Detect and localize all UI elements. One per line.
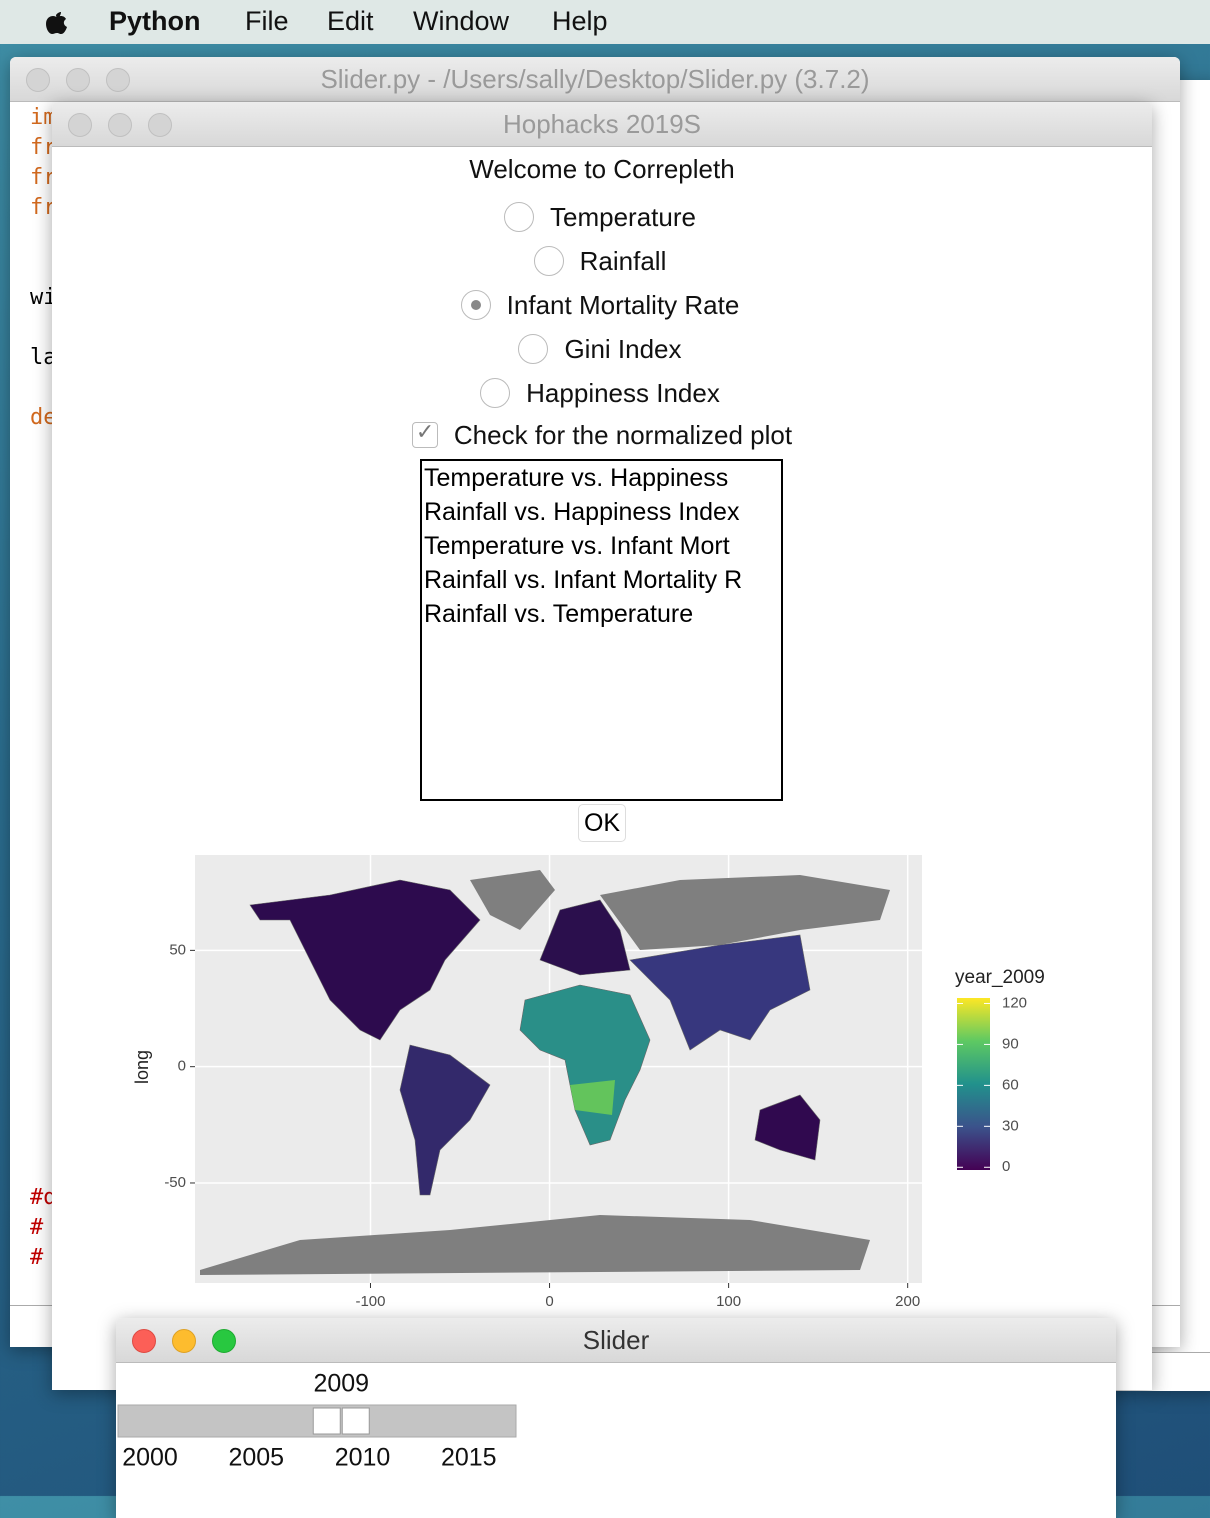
radio-label[interactable]: Happiness Index — [526, 377, 720, 408]
region — [570, 1080, 615, 1115]
region — [200, 1215, 870, 1275]
title-bar: Slider.py - /Users/sally/Desktop/Slider.… — [10, 57, 1180, 102]
title-bar: Hophacks 2019S — [52, 102, 1152, 147]
radio-circle[interactable] — [460, 290, 491, 320]
close-button[interactable] — [132, 1329, 156, 1353]
colorbar-label: 60 — [1002, 1076, 1019, 1093]
ok-button[interactable]: OK — [578, 804, 626, 842]
list-item[interactable]: Rainfall vs. Infant Mortality R — [424, 566, 743, 594]
slider-handle — [312, 1407, 341, 1435]
region — [470, 870, 555, 930]
checkmark: ✓ — [415, 419, 435, 444]
region — [629, 934, 811, 1051]
window-button[interactable] — [26, 68, 50, 92]
radio-button[interactable]: Rainfall — [52, 239, 1150, 283]
app-menu[interactable]: Python — [109, 6, 201, 36]
window-title: Slider — [582, 1325, 650, 1355]
radio-label[interactable]: Gini Index — [564, 333, 682, 364]
list-item[interactable]: Temperature vs. Happiness — [424, 464, 729, 492]
radio-button[interactable]: Gini Index — [52, 327, 1150, 371]
radio-label[interactable]: Temperature — [550, 201, 696, 232]
region — [249, 879, 481, 1041]
region — [600, 875, 890, 950]
window-button[interactable] — [68, 113, 92, 137]
radio-circle[interactable] — [504, 202, 535, 232]
checkbox-box[interactable]: ✓ — [411, 419, 438, 448]
window-button[interactable] — [108, 113, 132, 137]
menu-item[interactable]: Window — [413, 6, 510, 36]
window-button[interactable] — [106, 68, 130, 92]
list-item[interactable]: Rainfall vs. Happiness Index — [424, 498, 740, 526]
slider-tick-label: 2010 — [335, 1444, 391, 1472]
menu-item[interactable]: Edit — [327, 6, 374, 36]
window-title: Slider.py - /Users/sally/Desktop/Slider.… — [320, 64, 870, 94]
x-tick-label: 100 — [716, 1293, 741, 1310]
code-line: # — [30, 1215, 44, 1240]
checkbox-label[interactable]: Check for the normalized plot — [453, 419, 793, 450]
menu-item[interactable]: Help — [552, 6, 608, 36]
region — [539, 899, 631, 976]
y-axis-label: long — [132, 1050, 152, 1084]
heading: Welcome to Correpleth — [52, 147, 1152, 191]
colorbar-label: 30 — [1002, 1117, 1019, 1134]
x-tick-label: 200 — [895, 1293, 920, 1310]
window-button[interactable] — [148, 113, 172, 137]
y-tick-label: 0 — [178, 1058, 186, 1075]
listbox[interactable]: Temperature vs. Happiness Rainfall vs. H… — [420, 459, 783, 801]
title-bar: Slider — [116, 1318, 1116, 1363]
y-tick-label: 50 — [169, 941, 186, 958]
x-tick-label: -100 — [355, 1293, 385, 1310]
slider-tick-label: 2005 — [228, 1444, 284, 1472]
slider-tick-label: 2000 — [122, 1444, 178, 1472]
y-tick-label: -50 — [164, 1174, 186, 1191]
colorbar-label: 90 — [1002, 1035, 1019, 1052]
checkbox[interactable]: ✓ Check for the normalized plot — [52, 413, 1152, 457]
radio-label[interactable]: Rainfall — [579, 245, 667, 276]
window-button[interactable] — [66, 68, 90, 92]
radio-circle[interactable] — [518, 334, 549, 364]
region — [754, 1094, 821, 1161]
radio-button[interactable]: Happiness Index — [52, 371, 1150, 415]
zoom-button[interactable] — [212, 1329, 236, 1353]
radio-button[interactable]: Temperature — [52, 195, 1150, 239]
code-line: # — [30, 1245, 44, 1270]
radio-circle[interactable] — [480, 378, 511, 408]
slider-handle — [341, 1407, 370, 1435]
minimize-button[interactable] — [172, 1329, 196, 1353]
slider-value: 2009 — [313, 1370, 369, 1398]
window-title: Hophacks 2019S — [502, 109, 702, 139]
list-item[interactable]: Temperature vs. Infant Mort — [424, 532, 730, 560]
radio-circle[interactable] — [533, 246, 564, 276]
radio-label[interactable]: Infant Mortality Rate — [506, 289, 740, 320]
radio-button[interactable]: Infant Mortality Rate — [52, 283, 1150, 327]
region — [519, 984, 651, 1146]
slider-tick-label: 2015 — [441, 1444, 497, 1472]
colorbar-label: 120 — [1002, 994, 1027, 1011]
menu-bar: Python File Edit Window Help — [0, 0, 1210, 44]
legend-title: year_2009 — [955, 967, 1045, 988]
slider[interactable]: 2009 2000 2005 2010 2015 — [0, 1362, 1210, 1496]
list-item[interactable]: Rainfall vs. Temperature — [424, 600, 694, 628]
apple-logo[interactable] — [40, 6, 72, 38]
x-tick-label: 0 — [545, 1293, 553, 1310]
colorbar-label: 0 — [1002, 1158, 1010, 1175]
region — [399, 1044, 491, 1196]
menu-item[interactable]: File — [245, 6, 289, 36]
heading-text: Welcome to Correpleth — [469, 153, 735, 184]
colorbar — [957, 998, 990, 1170]
